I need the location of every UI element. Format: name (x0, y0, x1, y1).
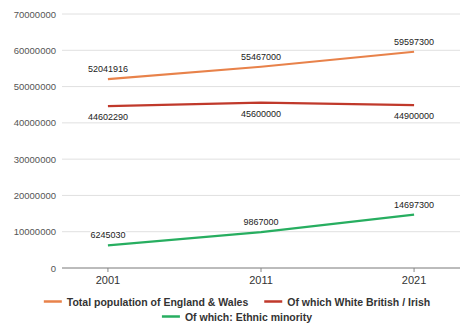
series-line (108, 103, 414, 107)
data-label: 55467000 (241, 52, 281, 62)
x-tick (414, 268, 415, 272)
y-tick-label: 60000000 (14, 45, 56, 56)
data-label: 9867000 (243, 217, 278, 227)
legend: Total population of England & Wales Of wh… (44, 296, 430, 323)
legend-swatch (162, 315, 180, 318)
y-tick-label: 10000000 (14, 226, 56, 237)
data-label: 6245030 (90, 230, 125, 240)
lines (108, 52, 414, 246)
data-label: 14697300 (394, 200, 434, 210)
grid-line (62, 50, 460, 51)
grid-line (62, 14, 460, 15)
x-axis: 2001 2011 2021 (62, 268, 460, 286)
y-tick-label: 70000000 (14, 9, 56, 20)
legend-swatch (44, 300, 62, 303)
grid-line (62, 122, 460, 123)
x-tick-label: 2021 (402, 274, 426, 286)
grid-line (62, 159, 460, 160)
data-label: 59597300 (394, 37, 434, 47)
y-tick-label: 0 (51, 263, 56, 274)
legend-label: Total population of England & Wales (67, 296, 249, 308)
data-label: 45600000 (241, 109, 281, 119)
x-tick-label: 2011 (249, 274, 273, 286)
x-tick (107, 268, 108, 272)
y-tick-label: 40000000 (14, 117, 56, 128)
chart: 0 10000000 20000000 30000000 40000000 5000000… (0, 0, 474, 332)
x-tick-label: 2001 (96, 274, 120, 286)
legend-item: Total population of England & Wales (44, 296, 249, 308)
y-tick-label: 30000000 (14, 154, 56, 165)
legend-swatch (264, 300, 282, 303)
series-line (108, 52, 414, 79)
legend-item: Of which White British / Irish (264, 296, 430, 308)
data-label: 52041916 (88, 64, 128, 74)
y-tick-label: 20000000 (14, 190, 56, 201)
data-labels: 52041916 55467000 59597300 44602290 45600000… (88, 37, 434, 241)
series-line (108, 215, 414, 246)
data-label: 44602290 (88, 112, 128, 122)
x-tick (261, 268, 262, 272)
grid-line (62, 195, 460, 196)
y-tick-label: 50000000 (14, 81, 56, 92)
legend-label: Of which: Ethnic minority (185, 311, 312, 323)
legend-label: Of which White British / Irish (287, 296, 430, 308)
data-label: 44900000 (394, 111, 434, 121)
legend-item: Of which: Ethnic minority (162, 311, 312, 323)
y-axis: 0 10000000 20000000 30000000 40000000 5000000… (14, 9, 460, 274)
grid-line (62, 86, 460, 87)
